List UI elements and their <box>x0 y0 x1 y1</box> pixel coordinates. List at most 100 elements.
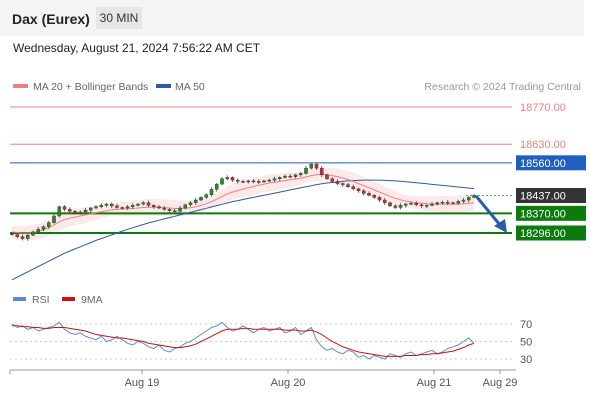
timeframe-selector[interactable]: 30 MIN <box>96 7 142 29</box>
candle-body <box>62 206 67 210</box>
candle-body <box>230 177 235 181</box>
candle-body <box>183 204 188 209</box>
candle-body <box>188 202 193 206</box>
candle-body <box>246 180 251 183</box>
moving-averages <box>11 173 475 281</box>
candle-body <box>178 207 182 212</box>
candle-body <box>20 236 25 239</box>
candle-body <box>424 205 429 207</box>
candle-body <box>409 203 413 205</box>
rsi-lines <box>11 321 475 360</box>
candle-body <box>251 180 256 183</box>
rsi-line <box>11 321 475 360</box>
candle-body <box>241 181 245 183</box>
candle-body <box>451 202 455 204</box>
candle-body <box>146 202 151 206</box>
rsi-ma-line <box>12 325 475 357</box>
candle-body <box>461 199 466 202</box>
rsi-tick-0: 70 <box>520 319 532 331</box>
candle-body <box>73 211 77 214</box>
candle-body <box>10 233 14 235</box>
ma50-legend-swatch <box>156 84 171 88</box>
candle-body <box>235 179 240 182</box>
candle-body <box>440 201 445 204</box>
forecast-arrow-shaft <box>474 195 502 226</box>
bollinger-band-area <box>12 167 474 241</box>
candle-body <box>256 181 261 183</box>
candle-body <box>214 183 219 190</box>
rsi-ma-legend-label: 9MA <box>81 294 103 306</box>
candle-body <box>88 207 93 211</box>
candle-body <box>225 177 230 179</box>
candle-body <box>193 199 198 203</box>
candle-body <box>325 174 329 179</box>
candle-body <box>67 209 72 212</box>
candle-body <box>115 205 119 208</box>
candle-body <box>220 178 224 185</box>
candle-body <box>314 163 319 169</box>
candle-body <box>272 178 277 181</box>
rsi-gridlines: 70 50 30 <box>10 319 532 366</box>
level-label-bg-4 <box>516 205 586 221</box>
price-level-labels: 18770.00 18630.00 18560.00 18437.00 18370.00… <box>516 102 586 241</box>
candle-body <box>162 207 167 210</box>
x-tick-label-1: Aug 20 <box>271 377 306 389</box>
forecast-arrow <box>474 195 507 233</box>
candle-body <box>172 210 177 212</box>
candle-body <box>466 197 471 201</box>
bollinger-bands <box>12 167 474 241</box>
candle-body <box>430 203 434 206</box>
candle-body <box>304 167 308 174</box>
x-tick-label-3: Aug 29 <box>483 377 518 389</box>
level-label-0: 18770.00 <box>520 102 566 114</box>
candle-body <box>83 209 88 213</box>
candle-body <box>283 175 287 178</box>
candle-body <box>141 202 146 205</box>
candle-body <box>136 203 140 206</box>
candle-body <box>15 234 20 237</box>
candle-body <box>78 211 83 214</box>
candle-body <box>31 231 35 236</box>
watermark-text: Research © 2024 Trading Central <box>424 81 581 93</box>
candle-body <box>99 205 104 207</box>
candle-body <box>435 202 440 205</box>
candle-body <box>57 206 62 217</box>
candle-body <box>46 222 51 227</box>
level-label-5: 18296.00 <box>520 228 566 240</box>
candle-body <box>393 205 398 208</box>
candle-body <box>209 189 214 195</box>
candle-body <box>277 177 282 179</box>
instrument-title: Dax (Eurex) <box>12 11 90 27</box>
candle-body <box>372 195 377 198</box>
ma50-line <box>11 179 475 281</box>
level-label-1: 18630.00 <box>520 139 566 151</box>
x-tick-label-0: Aug 19 <box>125 377 160 389</box>
rsi-ma-legend-swatch <box>62 297 75 301</box>
candle-body <box>356 188 361 191</box>
level-label-2: 18560.00 <box>520 158 566 170</box>
candle-body <box>120 207 125 209</box>
ma20-legend-label: MA 20 + Bollinger Bands <box>33 81 148 93</box>
candle-body <box>309 163 314 169</box>
candle-body <box>346 184 350 187</box>
level-label-3: 18437.00 <box>520 191 566 203</box>
x-tick-label-2: Aug 21 <box>417 377 452 389</box>
candle-body <box>419 204 424 207</box>
candle-body <box>456 201 461 204</box>
level-label-4: 18370.00 <box>520 208 566 220</box>
candle-body <box>125 206 130 209</box>
ma50-legend-label: MA 50 <box>175 81 205 93</box>
price-legend: MA 20 + Bollinger Bands MA 50 <box>13 81 205 93</box>
candle-body <box>167 209 172 211</box>
candle-body <box>403 203 408 206</box>
candle-body <box>36 229 41 233</box>
date-label: Wednesday, August 21, 2024 7:56:22 AM CE… <box>13 41 261 55</box>
candle-body <box>94 206 98 209</box>
candle-body <box>204 194 209 198</box>
rsi-tick-1: 50 <box>520 337 532 349</box>
rsi-legend-swatch <box>13 297 26 301</box>
rsi-legend: RSI 9MA <box>13 294 103 306</box>
candle-body <box>414 203 419 206</box>
candle-body <box>367 193 371 196</box>
candle-body <box>319 167 324 175</box>
